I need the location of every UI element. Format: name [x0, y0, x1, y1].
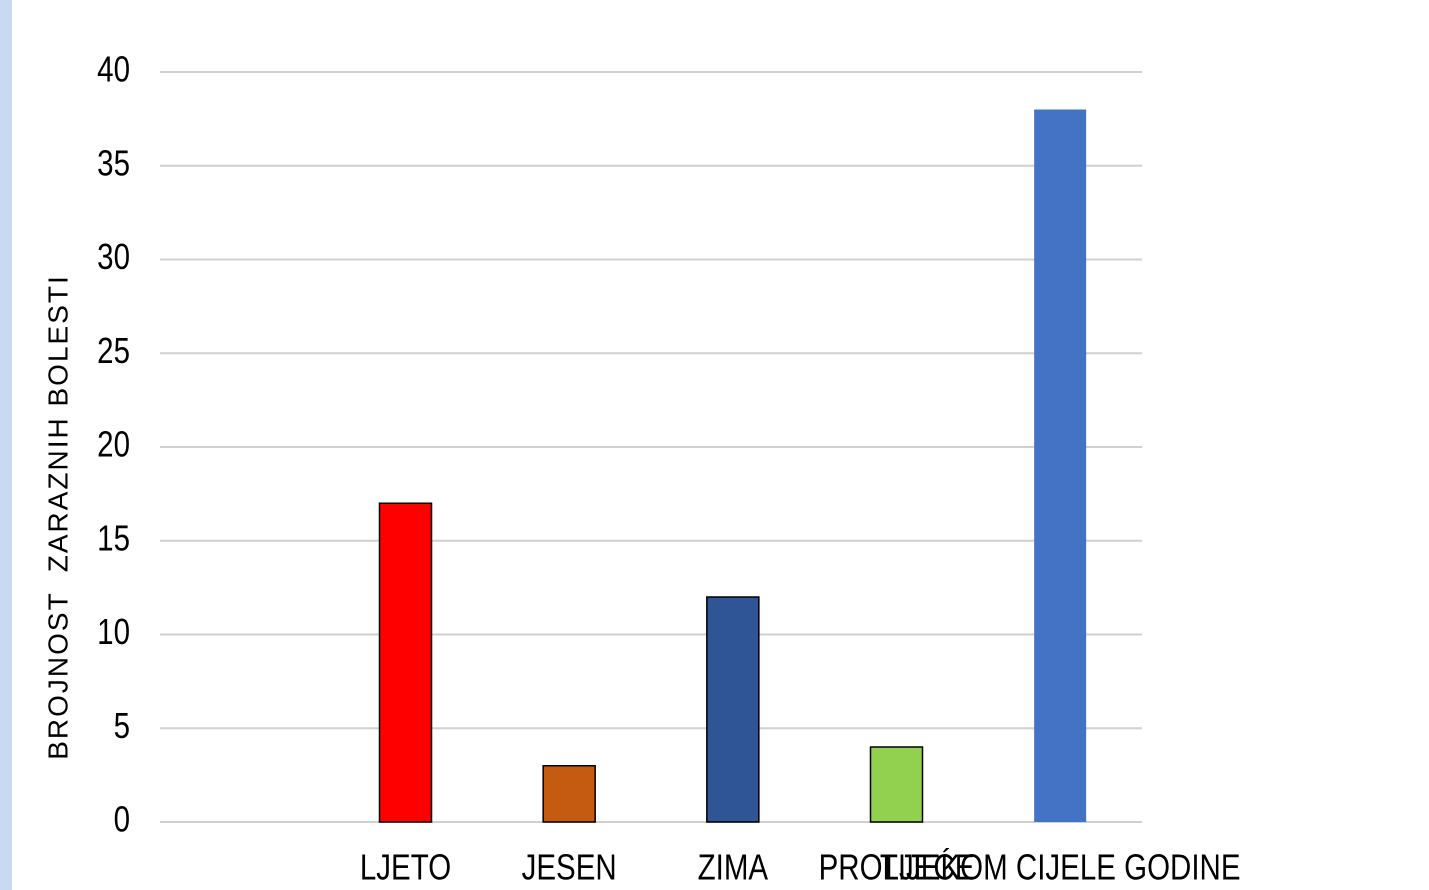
bar	[1034, 109, 1087, 822]
bar	[542, 765, 596, 823]
x-tick-label: TIJEKOM CIJELE GODINE	[880, 847, 1241, 887]
y-tick-label: 30	[97, 236, 130, 276]
bar	[378, 502, 433, 823]
y-tick-label: 15	[97, 517, 130, 557]
y-tick-label: 35	[97, 142, 130, 182]
y-tick-label: 10	[97, 611, 130, 651]
y-tick-label: 40	[97, 49, 130, 89]
y-tick-label: 5	[114, 705, 130, 745]
x-tick-label: PROLJEĆE	[819, 847, 975, 887]
y-tick-label: 25	[97, 330, 130, 370]
bar	[869, 746, 924, 823]
x-tick-label: JESEN	[522, 847, 617, 887]
x-tick-label: LJETO	[360, 847, 451, 887]
y-axis-title: BROJNOST ZARAZNIH BOLESTI	[42, 274, 73, 760]
left-border	[0, 0, 12, 890]
y-tick-label: 20	[97, 424, 130, 464]
bar	[706, 596, 760, 823]
y-tick-label: 0	[114, 799, 130, 839]
x-tick-label: ZIMA	[698, 847, 769, 887]
